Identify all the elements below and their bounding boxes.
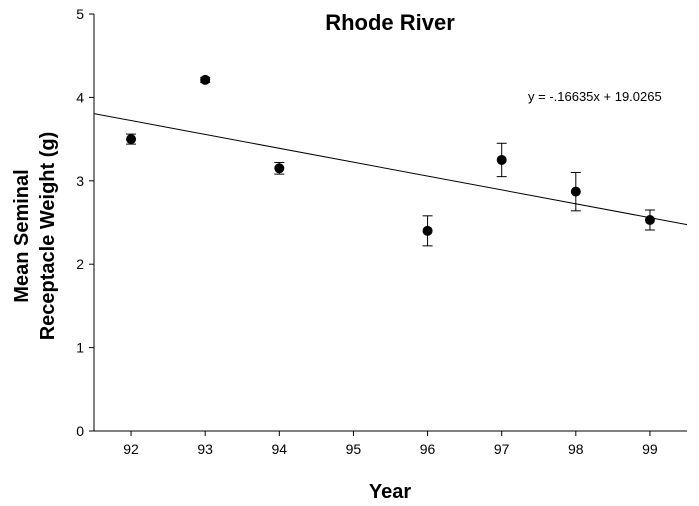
equation-label: y = -.16635x + 19.0265 [528, 89, 662, 104]
y-ticks: 0 1 2 3 4 5 [76, 6, 94, 439]
data-point [200, 74, 211, 85]
y-axis-label-line-1: Mean Seminal [11, 169, 33, 302]
x-tick-label: 99 [642, 441, 658, 457]
y-axis-label-line-2: Receptacle Weight (g) [37, 132, 59, 341]
y-tick-label: 0 [76, 423, 84, 439]
x-tick-label: 98 [568, 441, 584, 457]
y-tick-label: 5 [76, 6, 84, 22]
x-tick-label: 93 [197, 441, 213, 457]
axes [93, 14, 687, 432]
y-tick-label: 4 [76, 89, 84, 105]
data-point [274, 163, 285, 174]
data-point [422, 225, 433, 236]
x-tick-label: 92 [123, 441, 139, 457]
x-tick-label: 96 [420, 441, 436, 457]
trendline-group [93, 113, 688, 226]
data-point [644, 214, 655, 225]
trend-line [93, 113, 688, 226]
x-ticks: 92 93 94 95 96 97 98 99 [123, 431, 658, 457]
y-tick-label: 1 [76, 340, 84, 356]
y-axis-label: Mean Seminal Receptacle Weight (g) [11, 132, 59, 341]
data-point [496, 154, 507, 165]
y-tick-label: 2 [76, 256, 84, 272]
data-points [126, 74, 655, 247]
data-point [570, 186, 581, 197]
x-tick-label: 95 [346, 441, 362, 457]
data-point [126, 134, 137, 145]
x-tick-label: 94 [272, 441, 288, 457]
x-axis-label: Year [369, 481, 411, 503]
x-tick-label: 97 [494, 441, 510, 457]
chart-title: Rhode River [325, 10, 455, 35]
y-tick-label: 3 [76, 173, 84, 189]
